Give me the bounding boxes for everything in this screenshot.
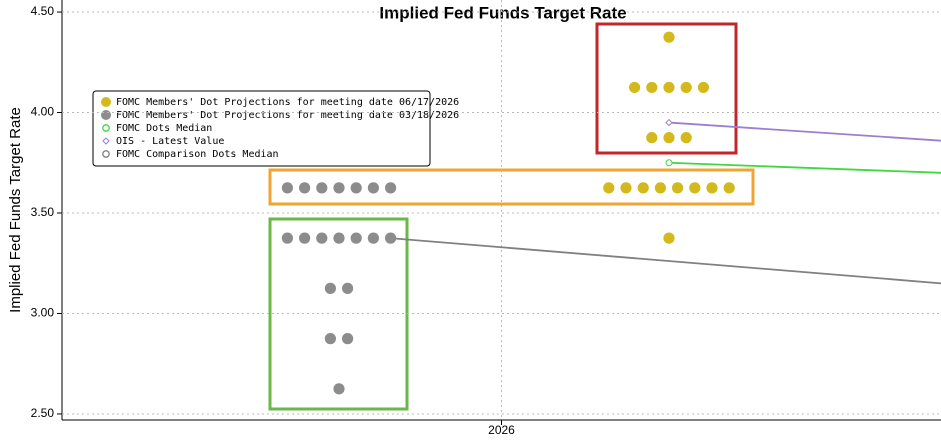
highlight-box: [268, 168, 755, 206]
legend-label: FOMC Members' Dot Projections for meetin…: [116, 97, 459, 108]
dot: [350, 182, 362, 194]
y-tick-label: 4.00: [31, 105, 55, 119]
y-tick-label: 2.50: [31, 406, 55, 420]
y-tick-label: 4.50: [31, 4, 55, 18]
dot: [706, 182, 718, 194]
legend-marker: [102, 124, 110, 132]
legend-label: FOMC Dots Median: [116, 123, 212, 134]
line-marker: [665, 159, 673, 167]
dot: [316, 182, 328, 194]
legend-marker: [102, 150, 110, 158]
dot: [680, 132, 692, 144]
dot: [654, 182, 667, 194]
dot: [342, 282, 354, 294]
dot: [324, 282, 336, 294]
legend-label: OIS - Latest Value: [116, 136, 224, 147]
line: [668, 121, 941, 142]
dot: [316, 232, 328, 244]
dot: [367, 232, 379, 244]
dot: [324, 333, 336, 345]
y-tick-label: 3.50: [31, 205, 55, 219]
dot: [680, 81, 692, 94]
dot: [689, 182, 701, 194]
legend-box: [92, 90, 431, 167]
dot: [333, 182, 345, 194]
legend: FOMC Members' Dot Projections for meetin…: [92, 90, 459, 167]
dot: [299, 182, 311, 194]
y-axis-label: Implied Fed Funds Target Rate: [7, 107, 24, 313]
legend-marker: [101, 97, 111, 107]
line: [668, 161, 941, 174]
dot: [333, 383, 345, 395]
dot: [385, 232, 397, 244]
dot: [672, 182, 684, 194]
legend-marker: [101, 110, 111, 120]
highlight-box: [595, 22, 738, 155]
dot: [663, 31, 675, 43]
highlight-box: [268, 217, 409, 411]
chart-title: Implied Fed Funds Target Rate: [379, 3, 626, 22]
dot: [385, 182, 397, 194]
dot: [663, 132, 675, 144]
dot: [663, 81, 675, 94]
dot: [367, 182, 379, 194]
dot: [697, 81, 710, 94]
y-tick-label: 3.00: [31, 306, 55, 320]
dot: [342, 333, 354, 345]
legend-marker: [102, 137, 110, 145]
legend-label: FOMC Comparison Dots Median: [116, 149, 279, 160]
dot: [620, 182, 632, 194]
dot: [637, 182, 649, 194]
dot: [281, 182, 293, 194]
dot: [603, 182, 615, 194]
x-tick-label: 2026: [488, 423, 515, 437]
dot: [646, 81, 658, 94]
legend-label: FOMC Members' Dot Projections for meetin…: [116, 110, 459, 121]
dot: [723, 182, 735, 194]
dot: [299, 232, 311, 244]
dot: [333, 232, 345, 244]
dot: [629, 81, 641, 94]
line-marker: [665, 118, 673, 127]
dot: [281, 232, 293, 244]
line: [389, 237, 941, 285]
dot: [663, 232, 675, 244]
dot: [646, 132, 658, 144]
dot: [350, 232, 362, 244]
